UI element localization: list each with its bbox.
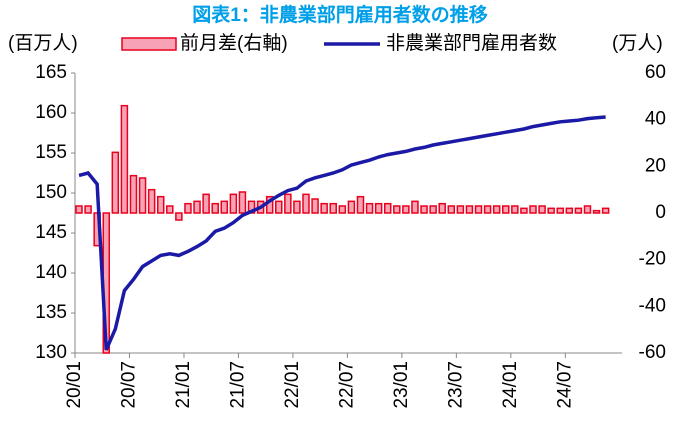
x-tick-label: 21/07 bbox=[227, 361, 248, 409]
bar bbox=[138, 177, 147, 214]
bar bbox=[238, 191, 247, 214]
y2-tick-label: 20 bbox=[645, 155, 666, 176]
y-tick-label: 150 bbox=[35, 182, 67, 203]
y-tick-label: 165 bbox=[35, 62, 67, 83]
bar bbox=[420, 205, 428, 214]
bar bbox=[302, 193, 310, 214]
bar bbox=[320, 202, 328, 214]
bar bbox=[356, 195, 365, 214]
bar bbox=[456, 205, 465, 214]
bar bbox=[147, 188, 156, 214]
x-tick-label: 22/07 bbox=[336, 361, 357, 409]
y2-tick-label: 0 bbox=[655, 202, 666, 223]
bar bbox=[193, 200, 201, 214]
y-tick-label: 145 bbox=[35, 222, 67, 243]
bar bbox=[438, 202, 446, 214]
y-axis-label: (百万人) bbox=[8, 32, 78, 54]
y2-axis-label: (万人) bbox=[612, 32, 663, 54]
line bbox=[78, 115, 606, 351]
bar bbox=[447, 205, 456, 214]
bar bbox=[220, 200, 229, 214]
bar bbox=[538, 205, 546, 214]
y-tick-label: 140 bbox=[35, 262, 67, 283]
bar bbox=[175, 212, 183, 221]
bar bbox=[311, 198, 319, 214]
bar bbox=[547, 207, 555, 214]
x-tick-label: 21/01 bbox=[173, 361, 194, 409]
bar bbox=[502, 205, 510, 214]
bar bbox=[520, 207, 528, 214]
bar bbox=[483, 205, 492, 214]
bar bbox=[202, 193, 210, 214]
y2-tick-label: 40 bbox=[645, 109, 666, 130]
y2-tick-label: -40 bbox=[639, 295, 666, 316]
bar bbox=[474, 205, 483, 214]
y-tick-label: 135 bbox=[35, 302, 67, 323]
legend-label: 非農業部門雇用者数 bbox=[386, 32, 557, 54]
bar bbox=[583, 205, 592, 214]
bar bbox=[411, 200, 419, 214]
y2-tick-label: -20 bbox=[639, 249, 666, 270]
bar bbox=[465, 205, 474, 214]
x-tick-label: 20/01 bbox=[64, 361, 85, 409]
legend-label: 前月差(右軸) bbox=[180, 32, 288, 54]
x-tick-label: 23/01 bbox=[391, 361, 412, 409]
x-tick-label: 22/01 bbox=[282, 361, 303, 409]
bar bbox=[275, 200, 283, 214]
legend-swatch bbox=[121, 37, 177, 51]
bar bbox=[365, 202, 374, 214]
y-tick-label: 155 bbox=[35, 142, 67, 163]
bar bbox=[511, 205, 519, 214]
x-tick-label: 23/07 bbox=[445, 361, 466, 409]
bar bbox=[429, 205, 437, 214]
y-tick-label: 130 bbox=[35, 342, 67, 363]
y2-tick-label: -60 bbox=[639, 342, 666, 363]
bar bbox=[129, 174, 138, 214]
bar bbox=[374, 202, 383, 214]
bar bbox=[601, 207, 610, 214]
bar bbox=[120, 104, 129, 214]
bar bbox=[156, 195, 165, 214]
bar bbox=[284, 193, 292, 214]
bar bbox=[402, 205, 410, 214]
bar bbox=[383, 202, 392, 214]
bar bbox=[84, 205, 92, 214]
x-tick-label: 24/07 bbox=[554, 361, 575, 409]
bar bbox=[574, 207, 583, 214]
bar bbox=[592, 209, 601, 214]
bar bbox=[556, 207, 564, 214]
x-tick-label: 20/07 bbox=[118, 361, 139, 409]
chart-title: 図表1：非農業部門雇用者数の推移 bbox=[192, 3, 488, 26]
x-tick-label: 24/01 bbox=[500, 361, 521, 409]
bar bbox=[492, 205, 501, 214]
bar bbox=[184, 202, 192, 214]
bar bbox=[393, 205, 401, 214]
bar bbox=[211, 202, 219, 214]
bar bbox=[329, 202, 337, 214]
bar bbox=[338, 205, 347, 214]
bar bbox=[565, 207, 574, 214]
bar bbox=[293, 200, 301, 214]
bar bbox=[529, 205, 537, 214]
bar bbox=[166, 205, 174, 214]
y-tick-label: 160 bbox=[35, 102, 67, 123]
y2-tick-label: 60 bbox=[645, 62, 666, 83]
bar bbox=[229, 193, 238, 214]
bar bbox=[347, 200, 356, 214]
bar bbox=[111, 151, 120, 214]
bar bbox=[75, 205, 83, 214]
